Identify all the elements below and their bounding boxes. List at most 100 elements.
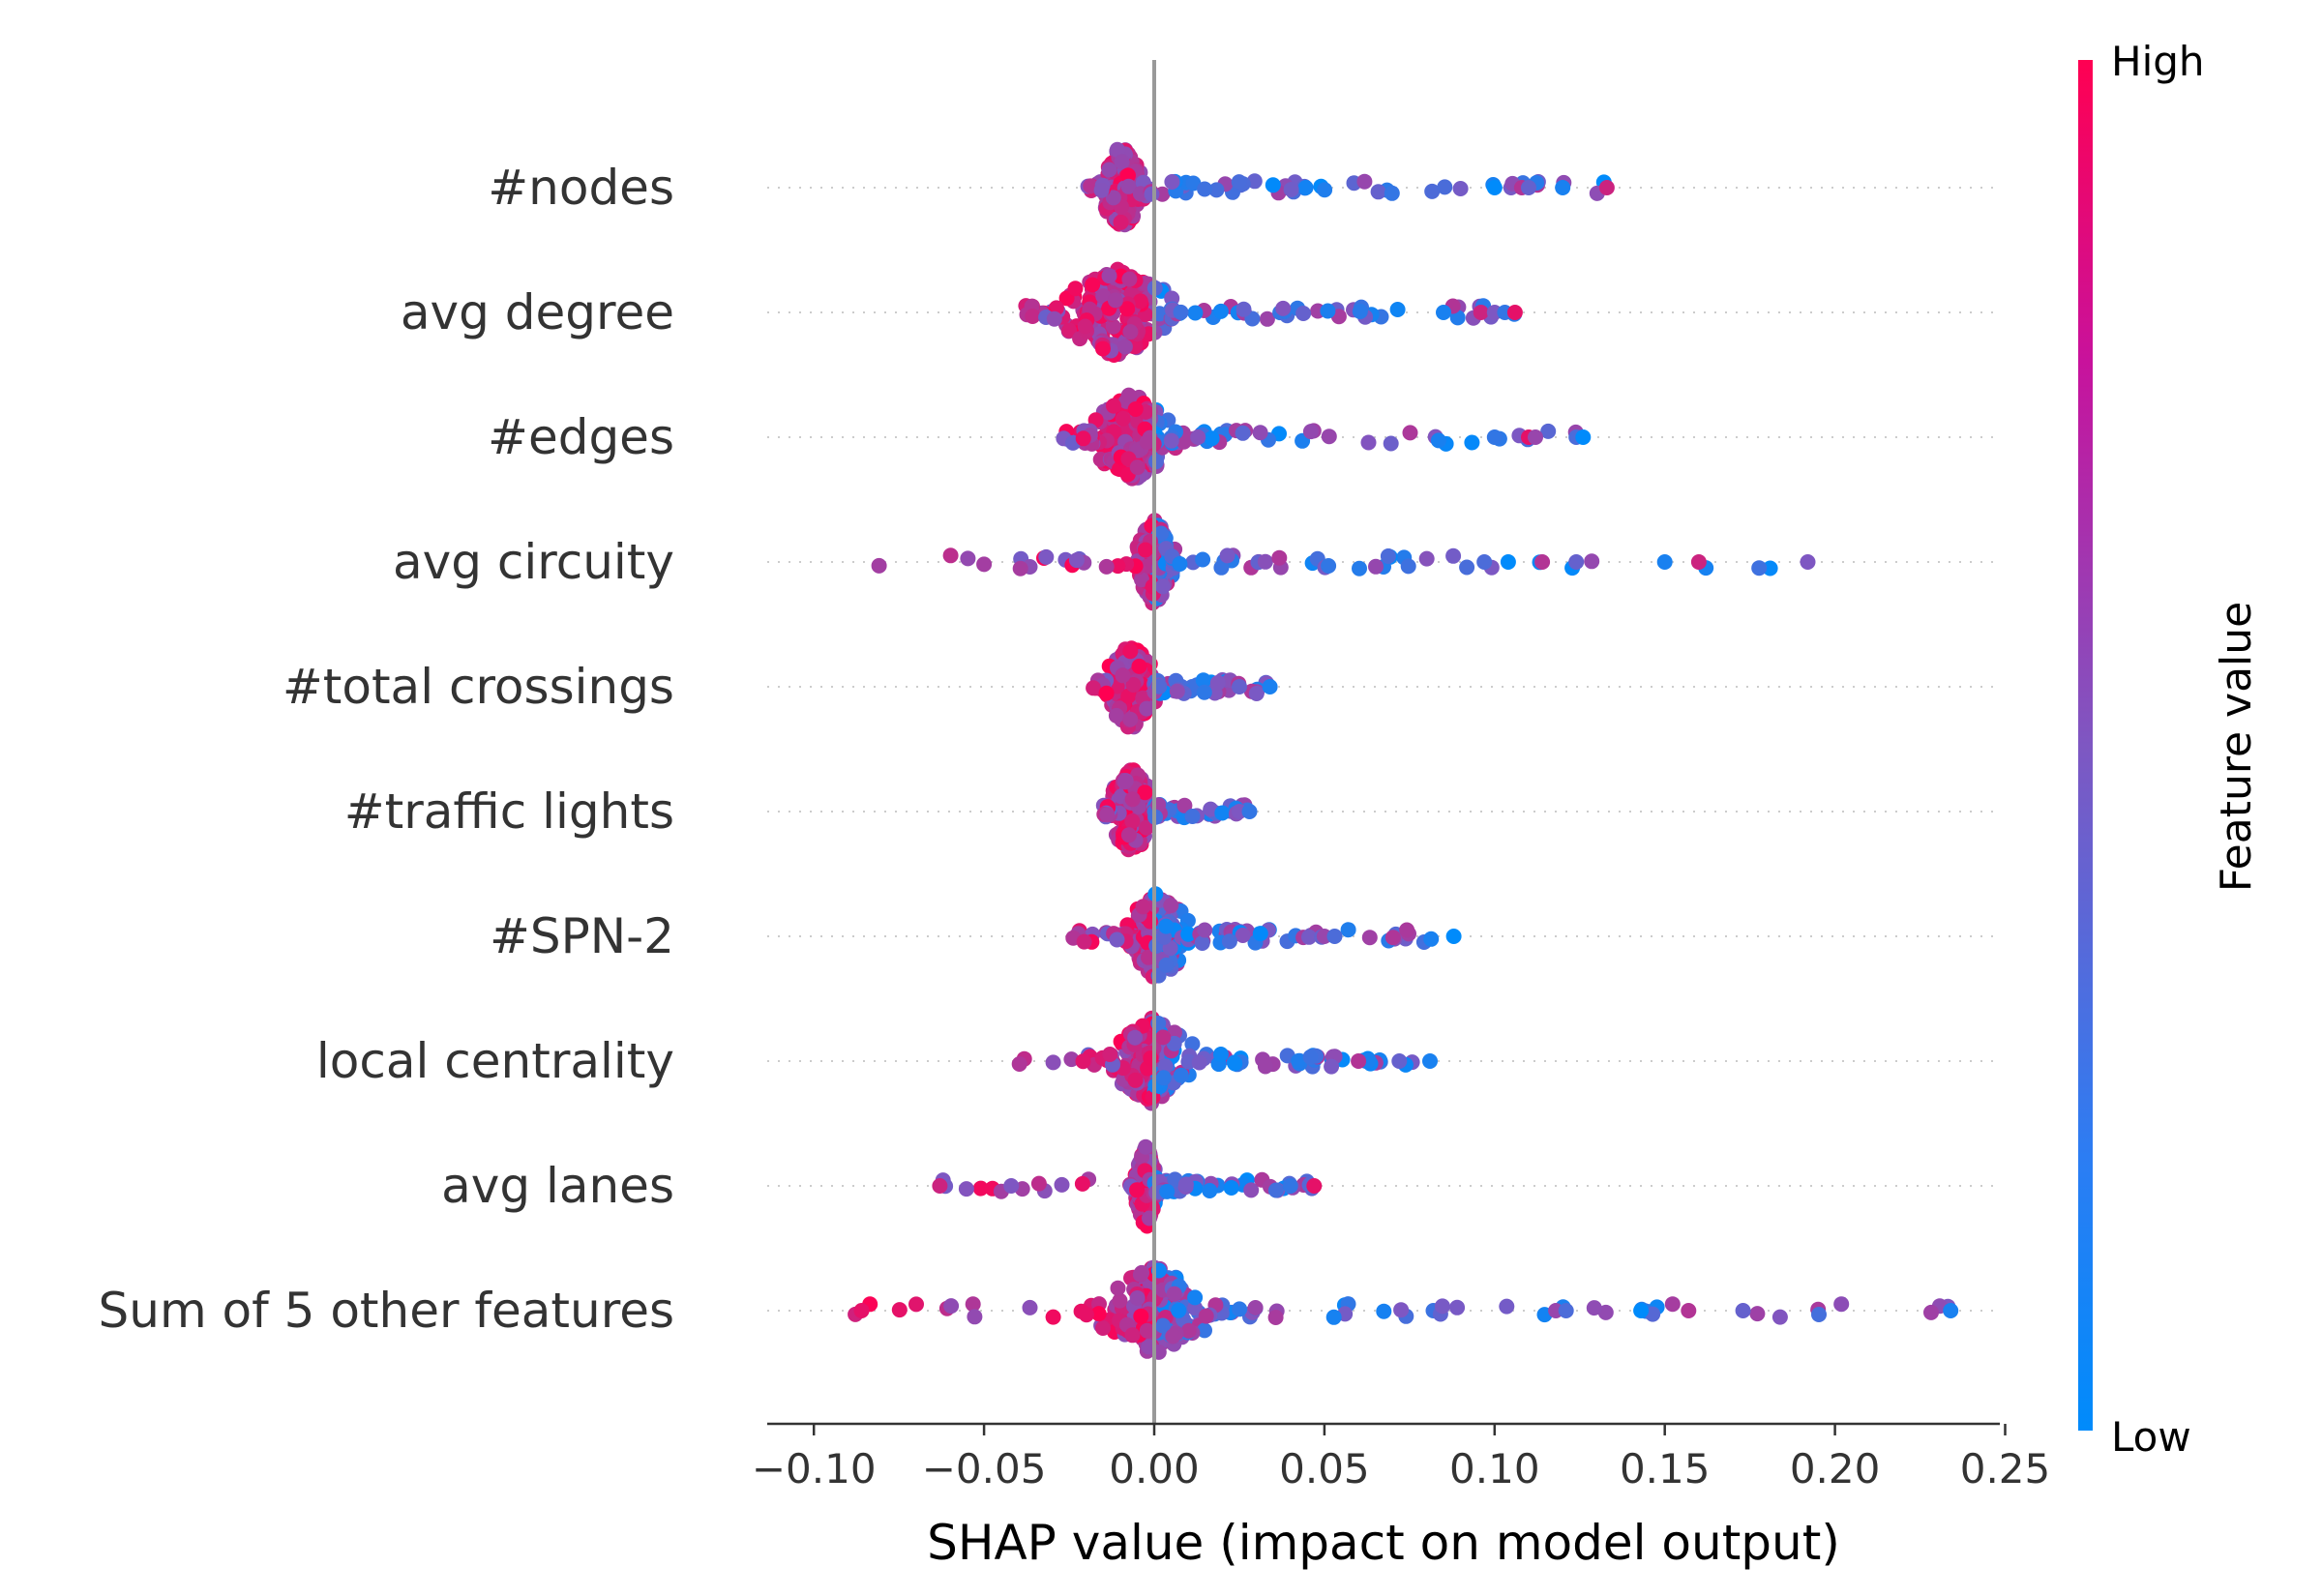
shap-point xyxy=(1380,548,1396,564)
shap-point xyxy=(1075,430,1091,447)
shap-point xyxy=(1325,1309,1342,1325)
shap-point xyxy=(1180,926,1197,942)
colorbar xyxy=(2078,60,2093,1431)
shap-point xyxy=(1586,1300,1602,1316)
beeswarm-points xyxy=(848,141,1959,1360)
feature-gridlines xyxy=(767,187,2000,1312)
shap-point xyxy=(1219,547,1235,564)
shap-point xyxy=(1202,1183,1218,1198)
shap-point xyxy=(1452,181,1469,196)
shap-outlier-point xyxy=(1506,305,1523,320)
shap-point xyxy=(1090,1306,1107,1322)
shap-point xyxy=(1265,177,1281,193)
shap-point xyxy=(1297,180,1314,195)
shap-outlier-point xyxy=(1943,1303,1959,1318)
shap-point xyxy=(1197,181,1213,197)
shap-outlier-point xyxy=(1436,305,1451,320)
shap-point xyxy=(1923,1304,1939,1320)
shap-outlier-point xyxy=(1003,1178,1020,1194)
shap-point xyxy=(1247,1300,1264,1315)
shap-point xyxy=(1243,1182,1260,1198)
shap-point xyxy=(1127,1072,1144,1088)
shap-point xyxy=(1155,1317,1171,1334)
shap-point xyxy=(1127,1029,1144,1046)
shap-point xyxy=(1155,1029,1172,1046)
shap-point xyxy=(1208,182,1225,198)
shap-point xyxy=(1393,1302,1410,1318)
shap-point xyxy=(1139,1322,1155,1339)
shap-point xyxy=(1166,1286,1182,1302)
shap-point xyxy=(1203,801,1219,817)
shap-point xyxy=(943,1298,960,1315)
shap-point xyxy=(1248,686,1265,701)
shap-point xyxy=(1154,578,1171,595)
shap-point xyxy=(1075,1053,1091,1070)
shap-point xyxy=(1124,1327,1141,1344)
shap-point xyxy=(1213,559,1230,576)
shap-point xyxy=(960,550,976,567)
shap-point xyxy=(1176,797,1193,813)
shap-point xyxy=(1400,558,1416,575)
shap-point xyxy=(1110,558,1126,575)
shap-point xyxy=(1074,1175,1090,1192)
shap-outlier-point xyxy=(853,1303,870,1318)
shap-point xyxy=(1129,1290,1146,1306)
shap-point xyxy=(1172,556,1188,572)
shap-point xyxy=(1301,929,1317,945)
shap-point xyxy=(1340,922,1356,938)
shap-point xyxy=(1119,301,1136,317)
shap-outlier-point xyxy=(1656,554,1673,570)
colorbar-low-label: Low xyxy=(2111,1413,2191,1461)
shap-point xyxy=(908,1296,924,1313)
shap-point xyxy=(1095,340,1111,357)
x-tick-label: −0.05 xyxy=(922,1445,1047,1493)
x-tick-label: 0.25 xyxy=(1960,1445,2051,1493)
shap-point xyxy=(1194,935,1210,951)
shap-point xyxy=(1171,1302,1187,1318)
shap-point xyxy=(1235,928,1251,943)
shap-outlier-point xyxy=(1391,1053,1408,1069)
shap-point xyxy=(1139,434,1155,450)
shap-point xyxy=(1221,933,1237,950)
shap-point xyxy=(1061,322,1078,339)
x-axis-ticks: −0.10 −0.05 0.00 0.05 0.10 0.15 0.20 0.25 xyxy=(752,1424,2050,1493)
shap-point xyxy=(1223,1180,1239,1196)
shap-point xyxy=(1105,318,1121,335)
feature-label: local centrality xyxy=(316,1033,674,1089)
shap-point xyxy=(1424,183,1441,199)
shap-point xyxy=(1402,425,1418,441)
shap-point xyxy=(1302,424,1319,440)
shap-outlier-point xyxy=(1326,929,1343,944)
x-tick-label: 0.15 xyxy=(1620,1445,1711,1493)
shap-outlier-point xyxy=(1486,429,1503,445)
shap-point xyxy=(1122,643,1139,660)
shap-point xyxy=(1320,303,1336,319)
shap-point xyxy=(942,547,959,564)
shap-outlier-point xyxy=(1486,180,1503,195)
shap-point xyxy=(1106,398,1121,414)
shap-point xyxy=(1275,300,1292,316)
shap-outlier-point xyxy=(1735,1303,1751,1318)
x-axis-title: SHAP value (impact on model output) xyxy=(927,1515,1840,1571)
shap-point xyxy=(1045,1309,1061,1325)
x-tick-label: −0.10 xyxy=(752,1445,877,1493)
shap-point xyxy=(1204,430,1220,447)
feature-label: avg lanes xyxy=(441,1158,674,1214)
shap-point xyxy=(1271,549,1288,566)
shap-point xyxy=(1046,310,1062,327)
shap-point xyxy=(1384,930,1401,946)
shap-outlier-point xyxy=(1633,1303,1650,1318)
shap-point xyxy=(1664,1296,1681,1313)
shap-point xyxy=(1317,182,1333,198)
shap-outlier-point xyxy=(1521,180,1536,195)
shap-point xyxy=(1434,1298,1450,1315)
shap-point xyxy=(1144,186,1160,202)
shap-point xyxy=(1231,174,1247,191)
shap-point xyxy=(1267,1182,1284,1198)
shap-point xyxy=(1257,1058,1273,1075)
shap-point xyxy=(1158,957,1175,973)
shap-point xyxy=(1163,898,1179,914)
shap-point xyxy=(1352,560,1367,576)
shap-point xyxy=(1751,560,1768,576)
